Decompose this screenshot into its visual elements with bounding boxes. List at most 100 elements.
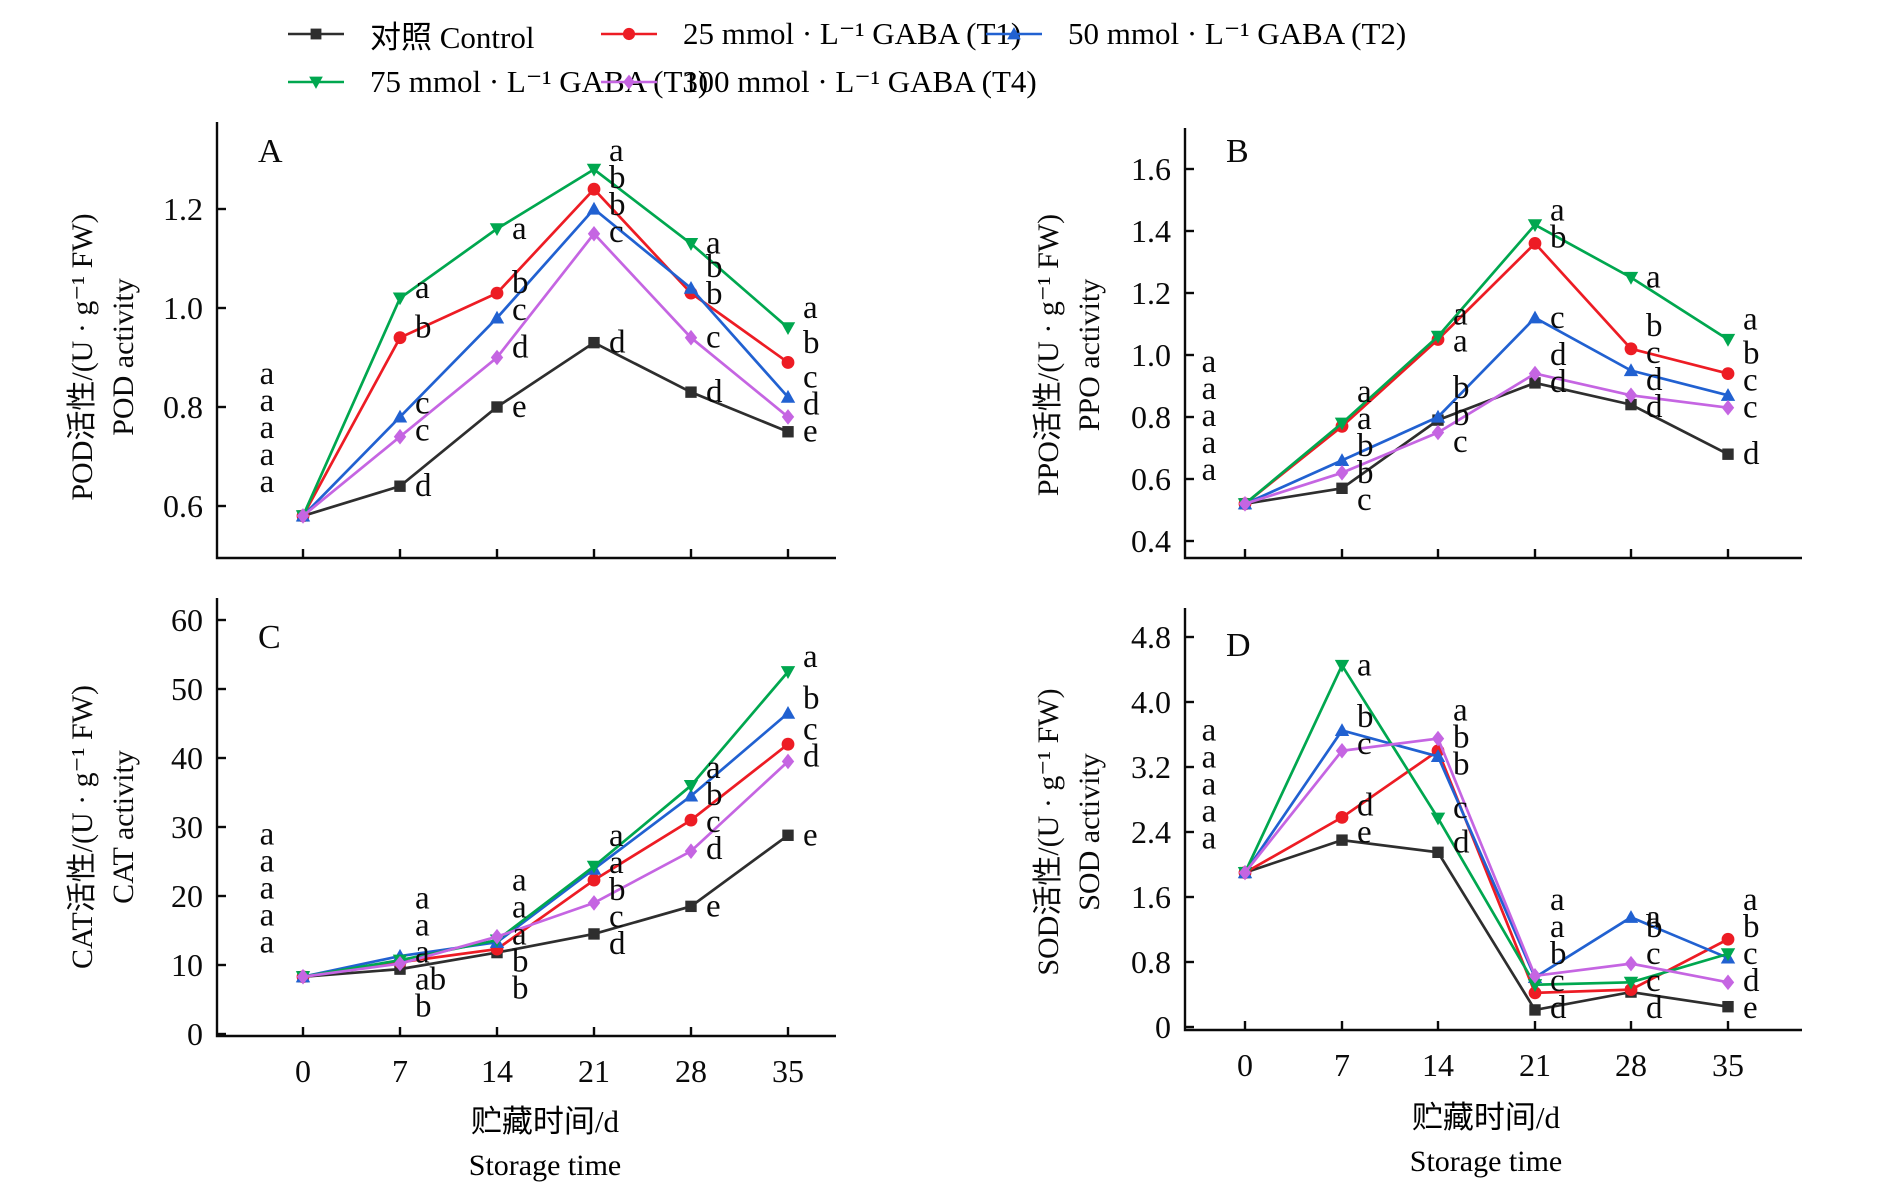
- sig-letter: a: [260, 464, 275, 500]
- sig-letter: c: [1453, 424, 1468, 460]
- axes-A: [215, 122, 836, 560]
- chart-D: 0 0.8 1.6 2.4 3.2 4.0 4.8 0 7 14 21 28 35 D SOD活性/(U ·…: [1032, 608, 1802, 1083]
- diamond-marker-icon: [623, 74, 635, 90]
- series-line-control: [302, 341, 789, 518]
- sig-letter: a: [260, 871, 275, 907]
- sig-letter: a: [1646, 260, 1661, 296]
- square-marker-icon: [1336, 482, 1348, 494]
- legend-item-t2: 50 mmol · L⁻¹ GABA (T2): [985, 16, 1406, 52]
- square-marker-icon: [782, 829, 794, 841]
- square-marker-icon: [588, 336, 600, 349]
- series-line-t4: [1243, 737, 1729, 984]
- triangle-up-marker-icon: [1623, 363, 1639, 377]
- triangle-up-marker-icon: [780, 705, 796, 719]
- square-marker-icon: [685, 386, 697, 398]
- legend-item-control: 对照 Control: [287, 16, 534, 55]
- sig-letter: a: [512, 890, 527, 926]
- sig-letter: a: [260, 356, 275, 392]
- sig-letter: d: [1646, 389, 1663, 425]
- series-line-control: [1244, 838, 1729, 1012]
- sig-letter: b: [1743, 909, 1760, 945]
- triangle-down-marker-icon: [1334, 659, 1350, 673]
- y-tick-label: 0.8: [1131, 399, 1171, 435]
- y-tick-label: 0.8: [163, 389, 203, 425]
- circle-marker-icon: [781, 356, 795, 369]
- triangle-up-marker-icon: [1334, 723, 1350, 737]
- legend-swatch-t1: [601, 27, 657, 41]
- triangle-down-marker-icon: [683, 780, 699, 793]
- y-tick-label: 0.6: [163, 488, 203, 524]
- triangle-down-marker-icon: [392, 292, 408, 306]
- x-tick-label: 7: [392, 1053, 408, 1089]
- triangle-down-marker-icon: [1720, 948, 1736, 962]
- sig-letter: a: [803, 639, 818, 675]
- sig-letter: a: [1357, 647, 1372, 683]
- circle-marker-icon: [1721, 932, 1735, 946]
- sig-letter: a: [1202, 821, 1217, 857]
- sig-letter: a: [609, 845, 624, 881]
- sig-letter: b: [706, 276, 723, 312]
- panel-label-D: D: [1226, 627, 1251, 664]
- sig-letter: d: [803, 738, 820, 774]
- sig-letter: c: [609, 214, 624, 250]
- sig-letter: b: [803, 680, 820, 716]
- y-tick-label: 1.0: [1131, 337, 1171, 373]
- triangle-down-marker-icon: [489, 223, 505, 236]
- sig-letter: a: [415, 935, 430, 971]
- sig-letter: b: [1453, 397, 1470, 433]
- x-axis-label-en: Storage time: [468, 1149, 622, 1182]
- y-tick-label: 3.2: [1131, 749, 1171, 785]
- diamond-marker-icon: [781, 409, 795, 425]
- y-tick-label: 0.6: [1131, 461, 1171, 497]
- sig-letter: b: [512, 265, 529, 301]
- circle-marker-icon: [1624, 983, 1638, 997]
- circle-marker-icon: [1721, 367, 1735, 380]
- sig-letter: a: [1453, 296, 1468, 332]
- diamond-marker-icon: [1238, 864, 1252, 881]
- series-line-t4: [1244, 372, 1729, 506]
- triangle-down-marker-icon: [1720, 333, 1736, 347]
- sig-letter: b: [1357, 699, 1374, 735]
- diamond-marker-icon: [587, 225, 601, 242]
- x-tick-label: 0: [295, 1053, 311, 1089]
- sig-letter: b: [1743, 336, 1760, 372]
- sig-letter: d: [1646, 990, 1663, 1026]
- triangle-up-marker-icon: [1334, 453, 1350, 466]
- sig-letter: b: [512, 944, 529, 980]
- sig-letter: c: [1743, 936, 1758, 972]
- legend-item-t4: 100 mmol · L⁻¹ GABA (T4): [600, 64, 1037, 100]
- sig-letter: a: [1202, 794, 1217, 830]
- sig-letter: e: [803, 413, 818, 449]
- sig-letter: c: [1743, 363, 1758, 399]
- x-tick-label: 21: [1519, 1047, 1551, 1083]
- triangle-down-marker-icon: [1430, 330, 1446, 344]
- sig-letter: b: [415, 989, 432, 1025]
- sig-letter: a: [512, 917, 527, 953]
- sig-letter: d: [803, 386, 820, 422]
- legend-item-label: 100 mmol · L⁻¹ GABA (T4): [683, 64, 1037, 99]
- square-marker-icon: [685, 900, 697, 913]
- sig-letter: b: [609, 160, 626, 196]
- sig-letter: b: [1453, 747, 1470, 783]
- sig-letter: c: [1646, 936, 1661, 972]
- diamond-marker-icon: [490, 928, 504, 945]
- series-line-t1: [1244, 748, 1729, 995]
- y-tick-label: 1.6: [1131, 151, 1171, 187]
- series-line-t2: [302, 712, 789, 979]
- sig-letter: d: [1550, 990, 1567, 1026]
- legend-item-label: 对照 Control: [370, 19, 535, 55]
- diamond-marker-icon: [393, 428, 407, 445]
- sig-letter: c: [1550, 300, 1565, 336]
- sig-letter: a: [609, 133, 624, 169]
- sig-letter: d: [512, 330, 529, 366]
- triangle-up-marker-icon: [1430, 409, 1446, 423]
- triangle-up-marker-icon: [1430, 749, 1446, 763]
- y-tick-label: 50: [171, 671, 203, 707]
- legend-swatch-t2: [986, 27, 1042, 40]
- sig-letter: a: [1453, 693, 1468, 729]
- square-marker-icon: [1432, 846, 1444, 859]
- diamond-marker-icon: [781, 753, 795, 770]
- panel-label-C: C: [258, 619, 281, 656]
- y-axis-label-zh-D: SOD活性/(U · g⁻¹ FW): [1032, 688, 1065, 975]
